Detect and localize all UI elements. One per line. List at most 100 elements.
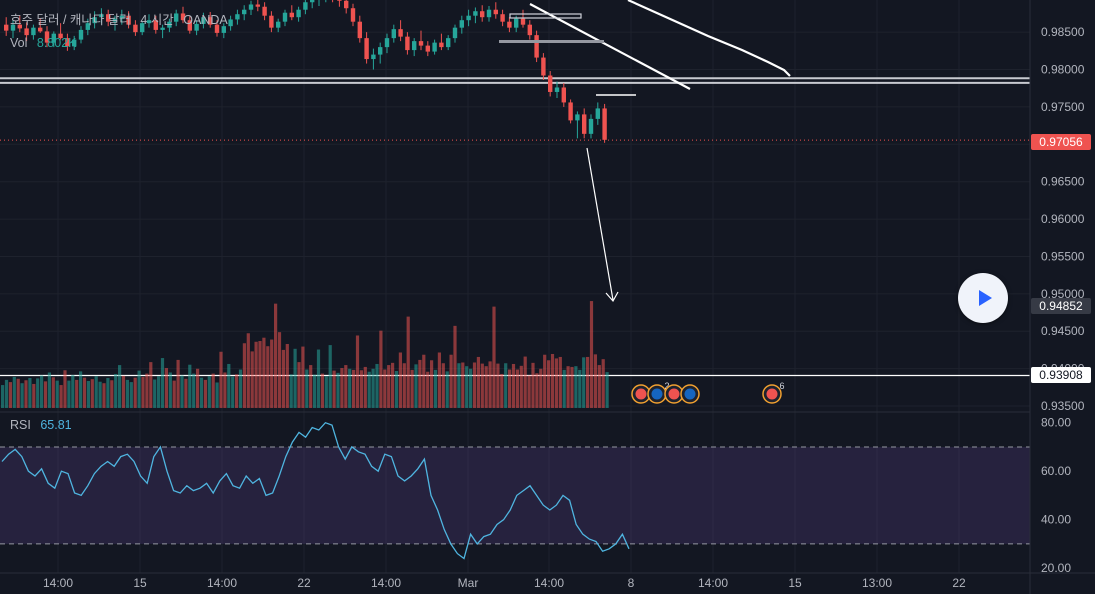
rectangle-mid[interactable] [499, 40, 604, 43]
volume-bar [589, 301, 594, 408]
candle-body [534, 35, 539, 58]
volume-bar [562, 369, 566, 408]
volume-bar [266, 346, 270, 408]
volume-bar [1, 385, 5, 408]
candle-body [269, 15, 274, 28]
time-tick-label: 14:00 [698, 576, 728, 590]
volume-bar [406, 316, 410, 408]
candle-body [282, 12, 288, 22]
rsi-tick-label: 60.00 [1041, 464, 1071, 478]
price-tick-label: 0.95000 [1041, 287, 1085, 301]
volume-bar [398, 352, 402, 408]
volume-bar [277, 332, 282, 408]
volume-bar [352, 369, 356, 408]
flag-ca-icon [766, 388, 778, 400]
volume-bar [539, 368, 543, 408]
candle-body [568, 102, 573, 121]
volume-bar [231, 376, 235, 408]
volume-bar [47, 372, 51, 408]
symbol-legend[interactable]: 호주 달러 / 캐나다 달러 4 시간 OANDA [10, 9, 228, 28]
rsi-axis[interactable]: 80.00 60.00 40.00 20.00 [1041, 416, 1071, 575]
time-tick-label: 14:00 [207, 576, 237, 590]
volume-bar [355, 335, 360, 408]
volume-bar [168, 372, 172, 408]
candle-body [561, 87, 566, 103]
volume-bar [153, 379, 157, 408]
volume-bar [570, 366, 574, 408]
volume-bar [457, 363, 461, 408]
price-tick-label: 0.94500 [1041, 324, 1085, 338]
volume-bar [223, 372, 227, 408]
flag-au-icon [684, 388, 696, 400]
volume-bar [67, 380, 71, 408]
time-axis[interactable]: 14:00 15 14:00 22 14:00 Mar 14:00 8 14:00 15 13:00… [0, 572, 1095, 590]
rsi-line [1, 421, 630, 560]
candle-body [602, 108, 607, 140]
candle-body [153, 20, 158, 30]
candle-body [174, 13, 179, 22]
volume-bar [79, 371, 83, 408]
candle-body [65, 38, 70, 47]
price-axis[interactable]: 0.985000.980000.975000.970000.965000.960… [1029, 0, 1095, 594]
volume-label: Vol [10, 36, 28, 50]
time-tick-label: 13:00 [862, 576, 892, 590]
play-replay-button[interactable] [958, 273, 1008, 323]
volume-bar [324, 376, 328, 408]
rsi-legend[interactable]: RSI 65.81 [10, 418, 72, 432]
volume-legend[interactable]: Vol 8.802K [10, 36, 77, 50]
volume-bar [531, 362, 535, 408]
volume-bar [118, 365, 122, 408]
candle-body [541, 57, 546, 76]
trend-drawings[interactable] [499, 0, 791, 303]
volume-bar [192, 373, 196, 408]
price-tick-label: 0.98500 [1041, 25, 1085, 39]
price-tick-label: 0.98000 [1041, 63, 1085, 77]
projection-arrow[interactable] [586, 147, 614, 301]
volume-bar [110, 380, 114, 408]
candle-body [160, 27, 165, 30]
candle-body [194, 23, 199, 31]
volume-bar [274, 303, 278, 408]
volume-bar [461, 362, 465, 408]
volume-bar [246, 333, 250, 408]
volume-bar [492, 306, 496, 408]
candle-body [276, 21, 281, 28]
volume-bar [597, 365, 601, 408]
volume-bar [157, 376, 161, 408]
flag-au-icon [651, 388, 663, 400]
volume-bar [410, 369, 414, 408]
candle-body [38, 27, 43, 32]
volume-bar [293, 348, 297, 408]
candle-body [337, 0, 342, 1]
candle-body [167, 21, 172, 28]
volume-bar [94, 376, 98, 408]
volume-bars [1, 301, 609, 408]
candle-body [384, 38, 390, 48]
volume-bar [465, 366, 469, 408]
volume-bar [289, 374, 293, 408]
rsi-tick-label: 20.00 [1041, 561, 1071, 575]
volume-bar [601, 359, 605, 408]
candle-body [554, 87, 560, 92]
line-price-tag: 0.93908 [1031, 367, 1091, 383]
volume-bar [250, 351, 254, 408]
rectangle-top[interactable] [509, 13, 582, 19]
volume-bar [71, 375, 75, 408]
volume-bar [262, 337, 266, 408]
candle-body [588, 118, 594, 134]
volume-bar [348, 368, 352, 408]
volume-bar [469, 368, 473, 408]
candle-body [10, 24, 16, 31]
volume-bar [453, 325, 457, 408]
candle-body [480, 11, 485, 18]
volume-bar [133, 377, 137, 408]
volume-bar [196, 368, 200, 408]
volume-bar [394, 371, 399, 408]
volume-bar [90, 379, 94, 408]
volume-bar [203, 379, 207, 408]
candle-body [180, 13, 186, 21]
curved-trendline[interactable] [627, 0, 791, 77]
candle-body [106, 14, 111, 22]
